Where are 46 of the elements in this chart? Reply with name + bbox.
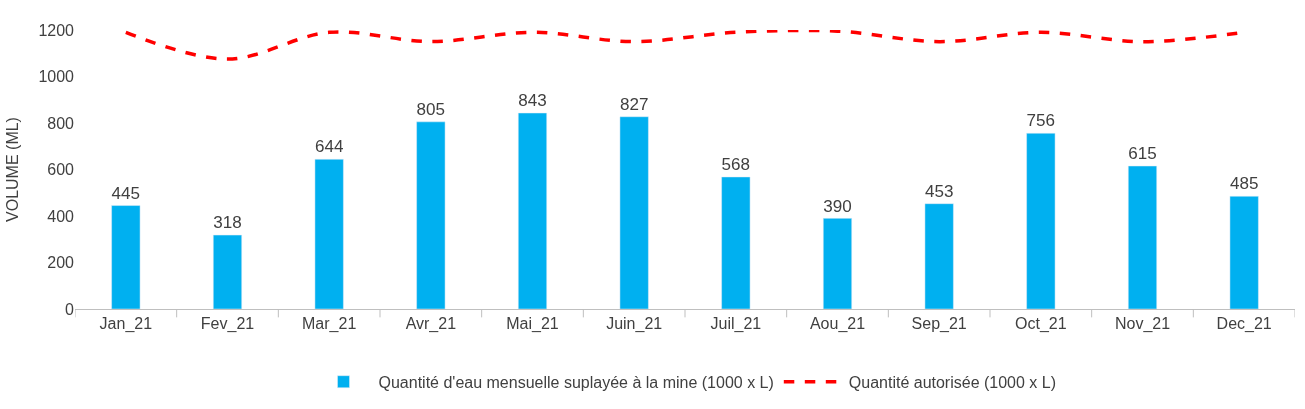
x-tick-label: Oct_21 (1015, 315, 1067, 334)
bar (111, 205, 141, 309)
x-tick-label: Fev_21 (200, 315, 255, 334)
data-label: 615 (1128, 144, 1157, 164)
y-tick-label: 400 (47, 207, 75, 225)
bar (924, 203, 954, 309)
x-tick-label: Juin_21 (606, 315, 663, 334)
x-tick-label: Mai_21 (506, 315, 559, 334)
data-label: 453 (924, 181, 954, 201)
data-label: 445 (111, 183, 141, 203)
bar (721, 176, 751, 309)
y-tick-label: 800 (47, 114, 75, 132)
data-label: 843 (518, 91, 547, 111)
legend-label: Quantité autorisée (1000 x L) (848, 373, 1057, 391)
data-label: 390 (823, 196, 852, 216)
x-tick-label: Aou_21 (809, 315, 866, 334)
y-tick-label: 0 (65, 300, 75, 318)
legend-label: Quantité d'eau mensuelle suplayée à la mine (1000 x L) (378, 373, 774, 391)
bar (416, 121, 446, 309)
bar (823, 218, 852, 309)
y-tick-label: 1200 (38, 21, 75, 39)
y-axis-title: VOLUME (ML) (4, 117, 22, 222)
x-tick-label: Sep_21 (911, 315, 967, 334)
data-label: 485 (1229, 174, 1259, 194)
bar (1026, 132, 1056, 309)
x-tick-label: Mar_21 (302, 315, 357, 334)
x-tick-label: Dec_21 (1216, 315, 1272, 334)
y-tick-label: 600 (47, 161, 75, 179)
x-tick-label: Juil_21 (710, 315, 762, 334)
bar (1229, 195, 1259, 309)
bar (213, 234, 242, 309)
data-label: 318 (213, 213, 242, 233)
data-label: 568 (721, 155, 751, 175)
y-tick-label: 1000 (38, 68, 75, 86)
bar (619, 116, 649, 309)
x-tick-label: Jan_21 (99, 315, 153, 334)
bar (314, 159, 344, 309)
data-label: 644 (314, 137, 344, 157)
x-tick-label: Nov_21 (1114, 315, 1171, 334)
y-tick-label: 200 (47, 254, 75, 272)
x-tick-label: Avr_21 (405, 315, 457, 334)
data-label: 805 (416, 100, 446, 120)
data-label: 827 (619, 94, 649, 114)
bar (518, 112, 547, 309)
bar (1128, 165, 1157, 309)
data-label: 756 (1026, 111, 1056, 131)
